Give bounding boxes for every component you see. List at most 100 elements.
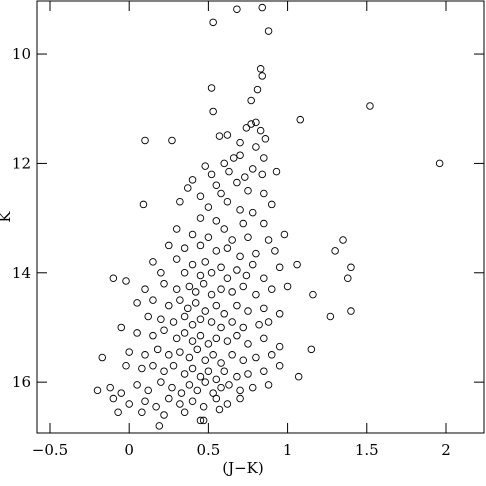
y-tick-label: 10	[12, 45, 31, 63]
data-point	[193, 386, 202, 395]
data-point	[264, 318, 273, 326]
data-point	[212, 301, 221, 310]
data-point	[258, 72, 266, 80]
data-point	[176, 400, 184, 408]
data-point	[260, 304, 268, 313]
data-point	[212, 334, 221, 343]
data-point	[260, 367, 268, 375]
data-point	[272, 167, 281, 176]
data-point	[239, 356, 247, 365]
data-point	[184, 304, 192, 313]
data-point	[220, 225, 228, 233]
data-point	[260, 334, 268, 343]
data-point	[275, 361, 284, 370]
data-point	[93, 386, 102, 395]
data-point	[188, 397, 197, 406]
data-point	[260, 219, 268, 228]
data-point	[133, 329, 141, 337]
data-point	[176, 296, 184, 304]
data-point	[212, 181, 221, 190]
data-point	[223, 131, 232, 139]
data-point	[188, 176, 197, 184]
x-tick-label: 0.5	[196, 441, 220, 459]
data-point	[168, 383, 176, 392]
data-point	[138, 364, 146, 373]
data-point	[188, 364, 197, 373]
data-point	[233, 301, 241, 310]
data-point	[141, 285, 149, 293]
data-point	[168, 136, 176, 145]
x-tick-label: 2	[441, 441, 451, 459]
data-point	[209, 107, 217, 116]
data-point	[247, 96, 255, 105]
data-point	[248, 260, 257, 269]
data-point	[141, 397, 149, 406]
x-tick-label: 1	[283, 441, 293, 459]
data-point	[347, 307, 355, 315]
data-point	[204, 340, 213, 348]
data-point	[172, 334, 181, 343]
data-point	[309, 290, 317, 299]
data-point	[280, 230, 289, 239]
data-point	[248, 208, 257, 217]
data-point	[109, 394, 118, 403]
data-point	[117, 389, 126, 397]
data-point	[188, 260, 197, 269]
data-point	[220, 310, 228, 318]
data-point	[252, 118, 260, 127]
data-point	[228, 236, 236, 244]
data-point	[241, 173, 249, 181]
data-point	[188, 320, 197, 329]
x-tick-label: 1.5	[355, 441, 379, 459]
data-point	[172, 285, 181, 293]
data-point	[172, 255, 181, 263]
data-point	[220, 367, 228, 375]
data-point	[196, 214, 205, 222]
data-point	[152, 403, 160, 411]
data-point	[264, 236, 273, 244]
data-point	[204, 203, 213, 211]
data-point	[248, 165, 257, 173]
data-point	[157, 269, 165, 277]
data-point	[207, 269, 216, 277]
data-point	[153, 345, 162, 354]
data-point	[275, 263, 284, 272]
data-point	[165, 351, 173, 359]
data-point	[199, 279, 208, 288]
data-point	[138, 408, 146, 416]
data-point	[196, 315, 205, 324]
data-point	[217, 189, 225, 198]
y-tick-label: 14	[12, 264, 31, 282]
data-point	[201, 378, 209, 386]
data-point	[435, 159, 444, 168]
data-point	[217, 359, 225, 367]
data-point	[196, 241, 205, 250]
data-point	[149, 331, 157, 340]
data-point	[185, 282, 194, 291]
data-point	[207, 290, 216, 299]
data-point	[244, 187, 252, 195]
data-point	[253, 85, 262, 94]
data-point	[236, 151, 244, 159]
data-point	[180, 269, 189, 277]
data-point	[196, 331, 205, 340]
data-point	[307, 345, 316, 354]
data-point	[207, 84, 216, 92]
y-tick-label: 16	[12, 373, 31, 391]
data-point	[207, 170, 216, 179]
data-point	[239, 282, 247, 291]
data-point	[209, 351, 217, 359]
data-point	[233, 5, 241, 13]
data-point	[217, 323, 225, 332]
data-point	[217, 285, 225, 293]
data-point	[255, 320, 263, 329]
data-point	[260, 189, 268, 198]
data-point	[212, 375, 221, 384]
data-point	[252, 353, 260, 362]
y-axis-title: K	[0, 211, 14, 223]
data-point	[225, 167, 233, 176]
data-point	[191, 299, 200, 307]
data-point	[247, 120, 255, 128]
data-point	[223, 197, 232, 206]
